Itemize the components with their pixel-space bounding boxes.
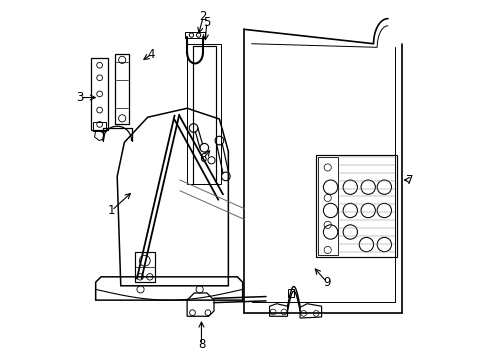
Bar [115, 54, 129, 125]
Bar [91, 58, 108, 130]
Text: 3: 3 [76, 91, 83, 104]
Bar [184, 32, 204, 39]
Bar [93, 122, 106, 131]
Bar [135, 252, 155, 282]
Bar [317, 157, 337, 255]
Bar [316, 155, 396, 257]
Text: 1: 1 [108, 204, 115, 217]
Text: 6: 6 [199, 152, 206, 165]
Bar [287, 289, 293, 297]
Text: 4: 4 [147, 48, 155, 61]
Text: 5: 5 [203, 16, 210, 29]
Text: 8: 8 [197, 338, 205, 351]
Text: 2: 2 [199, 10, 206, 23]
Text: 9: 9 [323, 276, 330, 289]
Bar [187, 44, 221, 184]
Text: 7: 7 [405, 174, 412, 186]
